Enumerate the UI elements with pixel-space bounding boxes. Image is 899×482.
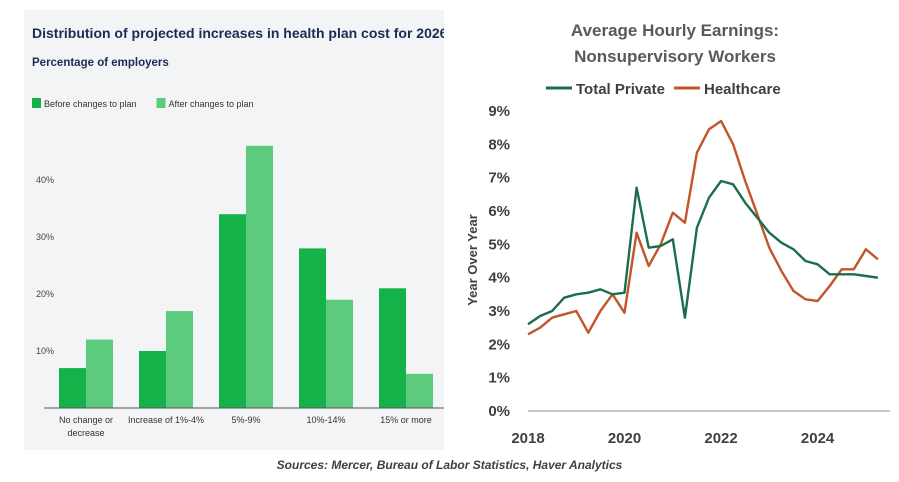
bar-after [166,311,193,408]
y-tick-label: 30% [36,232,54,242]
bar-before [59,368,86,408]
y-tick-label: 9% [488,103,510,120]
earnings-line-chart: Average Hourly Earnings: Nonsupervisory W… [465,21,890,447]
x-tick-label: 2024 [801,430,835,447]
series-line-healthcare [527,119,879,336]
bar-after [406,373,433,408]
y-axis-label: Year Over Year [465,214,480,306]
bar-before [379,288,406,408]
chart-title: Distribution of projected increases in h… [32,25,444,41]
legend-label-1: Healthcare [704,81,781,98]
y-tick-label: 40% [36,175,54,185]
x-tick-label: 2020 [608,430,641,447]
y-axis-ticks: 0% 1% 2% 3% 4% 5% 6% 7% 8% 9% [488,103,510,420]
x-tick-label: 2018 [511,430,544,447]
bar-before [299,248,326,408]
bar-after [246,145,273,409]
legend-label-1: After changes to plan [169,99,254,109]
y-tick-label: 5% [488,236,510,253]
y-tick-label: 3% [488,303,510,320]
y-tick-label: 10% [36,346,54,356]
x-axis-ticks: 2018 2020 2022 2024 [511,430,835,447]
chart-title: Average Hourly Earnings: Nonsupervisory W… [571,21,779,66]
y-tick-label: 20% [36,289,54,299]
sources-note: Sources: Mercer, Bureau of Labor Statist… [276,458,623,472]
y-tick-label: 6% [488,203,510,220]
chart-legend: Before changes to plan After changes to p… [32,98,254,109]
mercer-bar-chart: Distribution of projected increases in h… [32,25,444,438]
y-tick-label: 2% [488,336,510,353]
y-tick-label: 4% [488,270,510,287]
x-tick-label: Increase of 1%-4% [128,415,204,425]
chart-title-line: Average Hourly Earnings: [571,21,779,40]
legend-label-0: Before changes to plan [44,99,137,109]
y-tick-label: 7% [488,170,510,187]
chart-legend: Total Private Healthcare [546,81,781,98]
y-tick-label: 1% [488,370,510,387]
y-tick-label: 8% [488,136,510,153]
x-tick-label: 15% or more [380,415,432,425]
legend-label-0: Total Private [576,81,665,98]
x-axis-labels: No change or decrease Increase of 1%-4% 5%-… [59,415,432,438]
bar-after [326,299,353,408]
x-tick-label: 10%-14% [306,415,345,425]
y-tick-label: 0% [488,403,510,420]
legend-swatch-0 [32,98,41,108]
bars [59,145,433,409]
chart-title-line: Nonsupervisory Workers [574,47,776,66]
x-tick-label: No change or decrease [59,415,113,438]
legend-swatch-1 [156,98,166,108]
series-line-total-private [527,179,879,326]
mercer-chart-panel: Distribution of projected increases in h… [24,10,444,450]
x-tick-label: 2022 [704,430,737,447]
x-tick-label: 5%-9% [231,415,260,425]
series-lines [527,119,879,336]
chart-subtitle: Percentage of employers [32,57,169,69]
y-axis-ticks: 10% 20% 30% 40% [36,175,54,356]
bar-after [86,339,113,408]
bar-before [139,351,166,408]
bar-before [219,214,246,408]
